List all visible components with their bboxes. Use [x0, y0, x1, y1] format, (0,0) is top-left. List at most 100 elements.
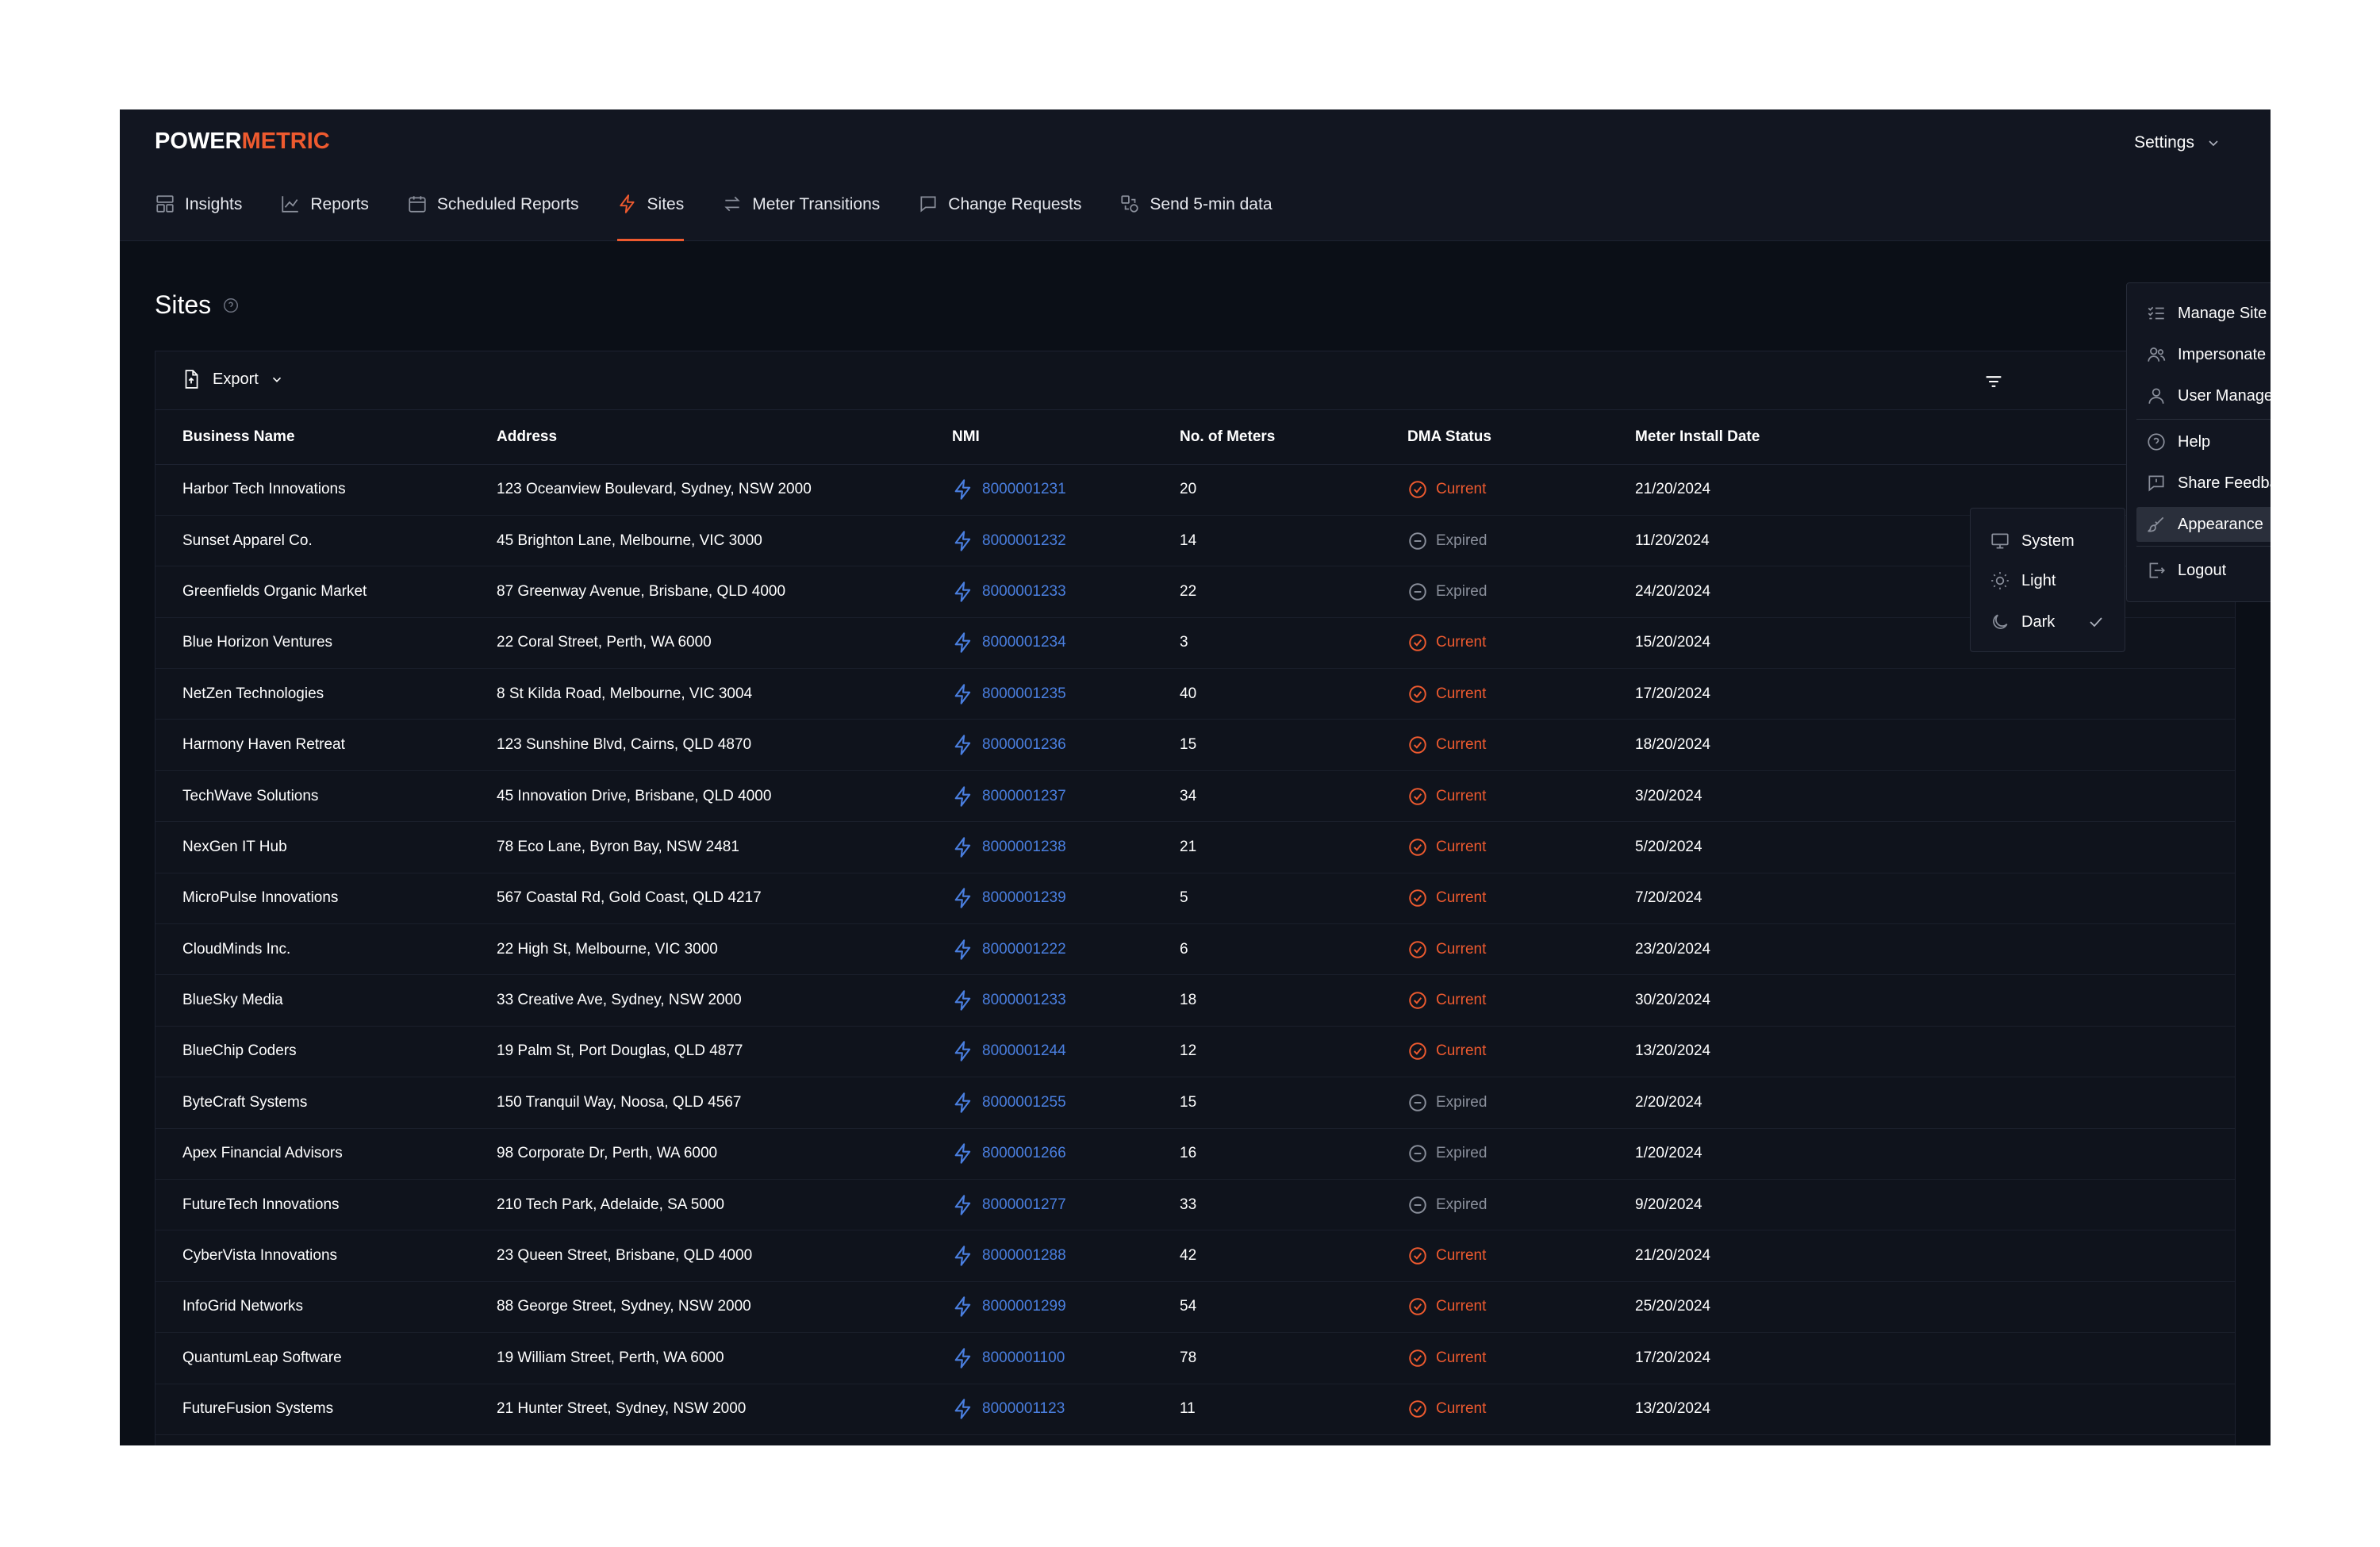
menu-divider — [2136, 546, 2271, 547]
help-circle-icon[interactable] — [222, 297, 240, 314]
nmi-link[interactable]: 8000001237 — [952, 785, 1180, 808]
shapes-icon — [1121, 195, 1139, 213]
cell-address: 123 Sunshine Blvd, Cairns, QLD 4870 — [497, 719, 952, 771]
cell-business-name: CloudMinds Inc. — [155, 923, 497, 976]
nmi-link[interactable]: 8000001231 — [952, 478, 1180, 501]
cell-business-name: BlueSky Media — [155, 974, 497, 1027]
table-row[interactable]: FutureTech Innovations 210 Tech Park, Ade… — [155, 1179, 2235, 1231]
cell-dma-status: Current — [1407, 1230, 1635, 1282]
bolt-icon — [954, 837, 971, 858]
nav-item-insights[interactable]: Insights — [155, 195, 242, 241]
table-row[interactable]: MicroPulse Innovations 567 Coastal Rd, Go… — [155, 873, 2235, 925]
menu-item-help[interactable]: Help — [2136, 424, 2271, 459]
menu-item-user-management[interactable]: User Management — [2136, 378, 2271, 413]
nmi-link[interactable]: 8000001233 — [952, 581, 1180, 603]
table-header-row: Business Name Address NMI No. of Meters … — [155, 410, 2235, 465]
table-row[interactable]: TechWave Solutions 45 Innovation Drive, B… — [155, 770, 2235, 823]
status-text: Current — [1436, 1247, 1487, 1265]
table-row[interactable]: Harmony Haven Retreat 123 Sunshine Blvd, … — [155, 719, 2235, 771]
cell-business-name: CyberVista Innovations — [155, 1230, 497, 1282]
status-badge: Current — [1407, 1041, 1635, 1061]
cell-nmi: 8000001123 — [952, 1384, 1180, 1435]
nmi-link[interactable]: 8000001235 — [952, 683, 1180, 705]
nmi-link[interactable]: 8000001266 — [952, 1142, 1180, 1165]
export-button[interactable]: Export — [181, 369, 284, 390]
nmi-link[interactable]: 8000001222 — [952, 939, 1180, 961]
nmi-link[interactable]: 8000001100 — [952, 1347, 1180, 1369]
status-badge: Expired — [1407, 531, 1635, 551]
cell-meters: 40 — [1180, 668, 1407, 720]
nmi-link[interactable]: 8000001255 — [952, 1092, 1180, 1114]
nmi-link[interactable]: 8000001277 — [952, 1194, 1180, 1216]
nav-item-reports[interactable]: Reports — [280, 195, 369, 241]
table-row[interactable]: Apex Financial Advisors 98 Corporate Dr, … — [155, 1128, 2235, 1180]
nmi-value: 8000001100 — [982, 1349, 1065, 1366]
column-header-dma-status[interactable]: DMA Status — [1407, 410, 1635, 465]
appearance-option-system[interactable]: System — [1971, 521, 2126, 561]
cell-address: 78 Eco Lane, Byron Bay, NSW 2481 — [497, 821, 952, 873]
nmi-link[interactable]: 8000001239 — [952, 887, 1180, 909]
nmi-link[interactable]: 8000001288 — [952, 1245, 1180, 1267]
table-row[interactable]: BlueChip Coders 19 Palm St, Port Douglas,… — [155, 1026, 2235, 1078]
menu-item-label: Impersonate User — [2178, 345, 2271, 363]
status-text: Current — [1436, 481, 1487, 498]
menu-item-manage-site-lists[interactable]: Manage Site Lists — [2136, 296, 2271, 331]
table-row[interactable]: QuantumLeap Software 19 William Street, P… — [155, 1332, 2235, 1384]
brand-logo[interactable]: POWERMETRIC — [155, 129, 330, 155]
filter-icon[interactable] — [1983, 370, 2005, 393]
table-row[interactable]: BlueSky Media 33 Creative Ave, Sydney, NS… — [155, 974, 2235, 1027]
cell-address: 33 Creative Ave, Sydney, NSW 2000 — [497, 974, 952, 1027]
status-badge: Expired — [1407, 1195, 1635, 1215]
table-row[interactable]: ByteCraft Systems 150 Tranquil Way, Noosa… — [155, 1077, 2235, 1129]
table-row[interactable]: NexGen IT Hub 78 Eco Lane, Byron Bay, NSW… — [155, 821, 2235, 873]
column-header-meters[interactable]: No. of Meters — [1180, 410, 1407, 465]
nmi-link[interactable]: 8000001123 — [952, 1398, 1180, 1420]
column-header-address[interactable]: Address — [497, 410, 952, 465]
status-text: Current — [1436, 1298, 1487, 1315]
table-row[interactable]: Harbor Tech Innovations 123 Oceanview Bou… — [155, 464, 2235, 516]
check-circle-icon — [1409, 992, 1426, 1009]
table-row[interactable]: NetZen Technologies 8 St Kilda Road, Melb… — [155, 668, 2235, 720]
table-row[interactable]: CyberVista Innovations 23 Queen Street, B… — [155, 1230, 2235, 1282]
nmi-link[interactable]: 8000001234 — [952, 631, 1180, 654]
nav-item-send-5-min-data[interactable]: Send 5-min data — [1119, 195, 1273, 241]
cell-address: 19 William Street, Perth, WA 6000 — [497, 1332, 952, 1384]
status-text: Current — [1436, 1349, 1487, 1366]
nmi-link[interactable]: 8000001244 — [952, 1040, 1180, 1062]
table-row[interactable]: FutureFusion Systems 21 Hunter Street, Sy… — [155, 1384, 2235, 1435]
bolt-icon — [954, 530, 971, 551]
nmi-link[interactable]: 8000001238 — [952, 836, 1180, 858]
table-row[interactable]: Sunset Apparel Co. 45 Brighton Lane, Melb… — [155, 515, 2235, 567]
table-row[interactable]: InfoGrid Networks 88 George Street, Sydne… — [155, 1281, 2235, 1334]
menu-item-share-feedback[interactable]: Share Feedback — [2136, 466, 2271, 501]
nmi-link[interactable]: 8000001299 — [952, 1296, 1180, 1318]
nmi-value: 8000001232 — [982, 532, 1066, 549]
table-row[interactable]: Greenfields Organic Market 87 Greenway Av… — [155, 566, 2235, 618]
cell-address: 88 George Street, Sydney, NSW 2000 — [497, 1281, 952, 1334]
nav-item-label: Sites — [647, 195, 685, 213]
column-header-business-name[interactable]: Business Name — [155, 410, 497, 465]
nmi-link[interactable]: 8000001236 — [952, 734, 1180, 756]
nav-item-change-requests[interactable]: Change Requests — [918, 195, 1081, 241]
table-row[interactable]: CloudMinds Inc. 22 High St, Melbourne, VI… — [155, 923, 2235, 976]
column-header-nmi[interactable]: NMI — [952, 410, 1180, 465]
nmi-link[interactable]: 8000001233 — [952, 989, 1180, 1012]
nmi-value: 8000001233 — [982, 992, 1066, 1009]
cell-dma-status: Current — [1407, 668, 1635, 720]
page-title-text: Sites — [155, 290, 212, 319]
nav-item-meter-transitions[interactable]: Meter Transitions — [722, 195, 880, 241]
cell-install-date: 21/20/2024 — [1635, 1230, 2235, 1282]
menu-item-appearance[interactable]: Appearance — [2136, 507, 2271, 542]
menu-item-logout[interactable]: Logout — [2136, 553, 2271, 588]
bolt-icon — [954, 479, 971, 500]
nmi-link[interactable]: 8000001232 — [952, 530, 1180, 552]
check-circle-icon — [1409, 1042, 1426, 1061]
menu-item-impersonate-user[interactable]: Impersonate User — [2136, 337, 2271, 372]
settings-button[interactable]: Settings — [2134, 133, 2221, 152]
table-row[interactable]: Blue Horizon Ventures 22 Coral Street, Pe… — [155, 617, 2235, 670]
nav-item-sites[interactable]: Sites — [616, 194, 685, 241]
appearance-option-light[interactable]: Light — [1971, 561, 2126, 601]
nav-item-scheduled-reports[interactable]: Scheduled Reports — [407, 195, 579, 241]
cell-business-name: InfoGrid Networks — [155, 1281, 497, 1334]
appearance-option-dark[interactable]: Dark — [1971, 602, 2126, 642]
